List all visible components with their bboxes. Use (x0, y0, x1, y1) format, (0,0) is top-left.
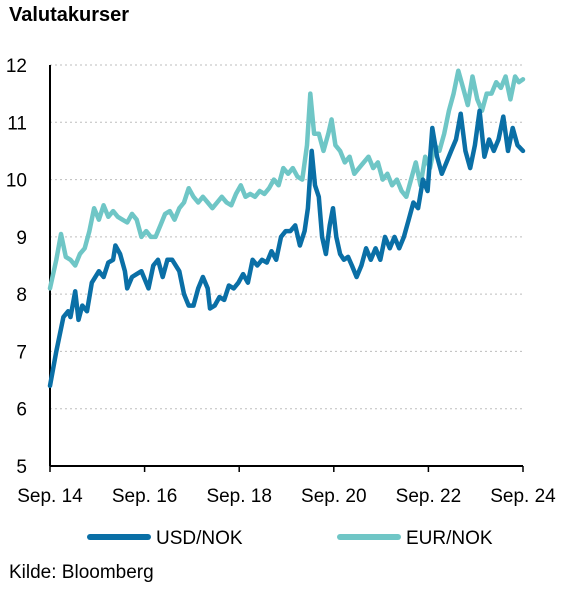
legend-label: EUR/NOK (406, 528, 493, 549)
y-tick-label: 9 (16, 228, 27, 249)
x-tick-label: Sep. 22 (396, 486, 462, 507)
legend-label: USD/NOK (156, 528, 243, 549)
y-tick-label: 10 (6, 171, 27, 192)
y-tick-label: 7 (16, 342, 27, 363)
axes (49, 65, 523, 467)
y-axis-ticks: 5 6 7 8 9 10 11 12 (6, 56, 27, 478)
x-tick-label: Sep. 14 (17, 486, 83, 507)
x-tick-label: Sep. 18 (206, 486, 272, 507)
series-line-usd-nok (47, 108, 526, 389)
series-line-eur-nok (47, 68, 526, 291)
x-tick-label: Sep. 20 (301, 486, 367, 507)
y-tick-label: 8 (16, 285, 27, 306)
x-axis-ticks: Sep. 14 Sep. 16 Sep. 18 Sep. 20 Sep. 22 Sep. … (17, 466, 556, 507)
x-tick-label: Sep. 24 (490, 486, 556, 507)
chart-title: Valutakurser (9, 4, 130, 26)
x-tick-label: Sep. 16 (112, 486, 178, 507)
gridlines (50, 64, 523, 410)
source-note: Kilde: Bloomberg (9, 562, 154, 583)
series-lines (47, 68, 526, 389)
legend: USD/NOK EUR/NOK (87, 528, 493, 549)
y-tick-label: 6 (16, 400, 27, 421)
y-tick-label: 5 (16, 457, 27, 478)
y-tick-label: 11 (7, 113, 27, 134)
y-tick-label: 12 (6, 56, 27, 77)
